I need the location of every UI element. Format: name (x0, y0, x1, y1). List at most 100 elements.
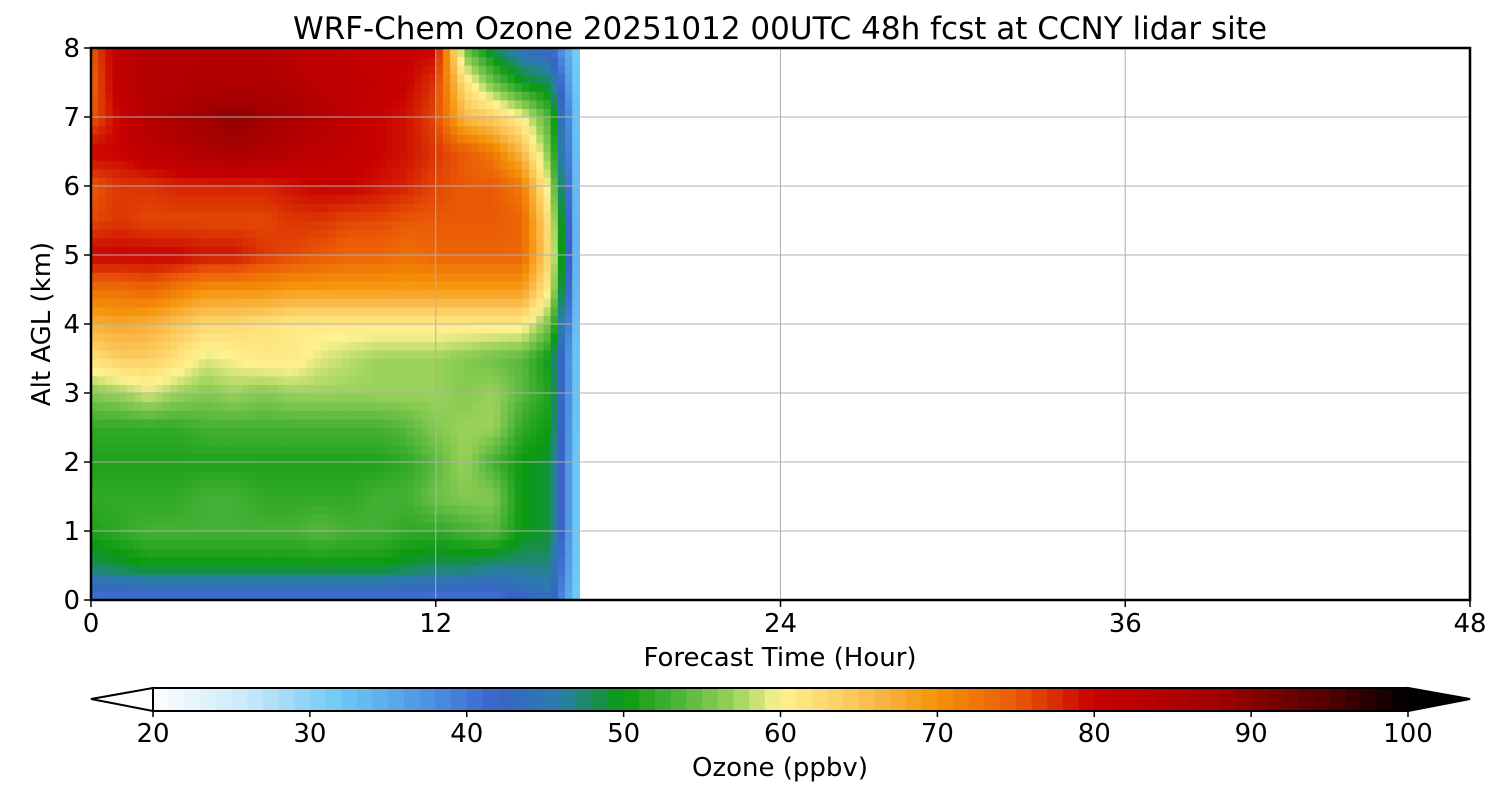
heatmap-cell (500, 220, 509, 230)
heatmap-cell (148, 134, 157, 144)
heatmap-cell (313, 142, 322, 153)
heatmap-cell (363, 272, 372, 282)
heatmap-cell (371, 237, 379, 247)
heatmap-cell (399, 332, 408, 342)
heatmap-cell (349, 298, 358, 308)
heatmap-cell (177, 263, 185, 273)
heatmap-cell (126, 160, 135, 170)
heatmap-cell (220, 263, 229, 273)
heatmap-cell (126, 436, 135, 446)
heatmap-cell (450, 177, 458, 187)
heatmap-cell (342, 574, 351, 584)
heatmap-cell (205, 82, 214, 92)
heatmap-cell (320, 108, 329, 118)
heatmap-cell (450, 91, 458, 101)
heatmap-cell (378, 444, 387, 454)
heatmap-cell (450, 108, 458, 118)
heatmap-cell (536, 470, 545, 480)
heatmap-cell (557, 272, 566, 282)
heatmap-cell (313, 125, 322, 135)
heatmap-cell (464, 341, 473, 351)
heatmap-cell (177, 393, 185, 403)
heatmap-cell (213, 306, 221, 316)
heatmap-cell (134, 436, 142, 446)
heatmap-cell (155, 168, 164, 178)
heatmap-cell (277, 255, 286, 265)
heatmap-cell (256, 125, 264, 135)
heatmap-cell (378, 436, 387, 446)
heatmap-cell (536, 436, 545, 446)
heatmap-cell (320, 358, 329, 368)
heatmap-cell (421, 487, 430, 498)
heatmap-cell (277, 237, 286, 247)
heatmap-cell (284, 548, 293, 558)
heatmap-cell (378, 487, 387, 498)
heatmap-cell (572, 470, 580, 480)
heatmap-cell (500, 91, 509, 101)
heatmap-cell (521, 134, 530, 144)
heatmap-cell (220, 332, 229, 342)
heatmap-cell (550, 73, 559, 84)
heatmap-cell (227, 211, 236, 222)
heatmap-cell (177, 462, 185, 472)
heatmap-cell (450, 565, 458, 575)
heatmap-cell (184, 462, 193, 472)
heatmap-cell (363, 591, 372, 601)
heatmap-cell (191, 237, 200, 247)
heatmap-cell (241, 220, 250, 230)
heatmap-cell (399, 298, 408, 308)
heatmap-cell (371, 255, 379, 265)
heatmap-cell (536, 444, 545, 454)
heatmap-cell (234, 99, 243, 109)
heatmap-cell (442, 99, 451, 109)
heatmap-cell (428, 574, 437, 584)
heatmap-cell (378, 177, 387, 187)
heatmap-cell (162, 591, 171, 601)
heatmap-cell (572, 401, 580, 411)
heatmap-cell (378, 229, 387, 239)
heatmap-cell (313, 324, 322, 334)
heatmap-cell (536, 142, 545, 153)
heatmap-cell (241, 142, 250, 153)
heatmap-cell (191, 427, 200, 437)
heatmap-cell (399, 324, 408, 334)
heatmap-cell (313, 496, 322, 506)
heatmap-cell (306, 289, 315, 299)
heatmap-cell (478, 168, 487, 178)
heatmap-cell (342, 203, 351, 213)
heatmap-cell (421, 298, 430, 308)
heatmap-cell (371, 548, 379, 558)
heatmap-cell (428, 186, 437, 196)
heatmap-cell (227, 315, 236, 325)
heatmap-cell (162, 229, 171, 239)
heatmap-cell (277, 315, 286, 325)
heatmap-cell (486, 513, 494, 523)
heatmap-cell (478, 142, 487, 153)
heatmap-cell (277, 582, 286, 592)
heatmap-cell (249, 418, 257, 429)
heatmap-cell (155, 91, 164, 101)
heatmap-cell (356, 298, 365, 308)
heatmap-cell (521, 462, 530, 472)
heatmap-cell (162, 470, 171, 480)
heatmap-cell (148, 470, 157, 480)
heatmap-cell (500, 246, 509, 256)
heatmap-cell (292, 462, 300, 472)
heatmap-cell (392, 505, 401, 515)
heatmap-cell (241, 194, 250, 204)
heatmap-cell (385, 324, 394, 334)
heatmap-cell (335, 539, 343, 549)
colorbar-segment (607, 688, 625, 711)
heatmap-cell (270, 444, 279, 454)
heatmap-cell (349, 496, 358, 506)
heatmap-cell (270, 289, 279, 299)
heatmap-cell (126, 565, 135, 575)
heatmap-cell (521, 332, 530, 342)
heatmap-cell (342, 548, 351, 558)
heatmap-cell (486, 82, 494, 92)
heatmap-cell (177, 280, 185, 291)
heatmap-cell (450, 436, 458, 446)
heatmap-cell (177, 531, 185, 541)
heatmap-cell (126, 108, 135, 118)
heatmap-cell (98, 125, 106, 135)
